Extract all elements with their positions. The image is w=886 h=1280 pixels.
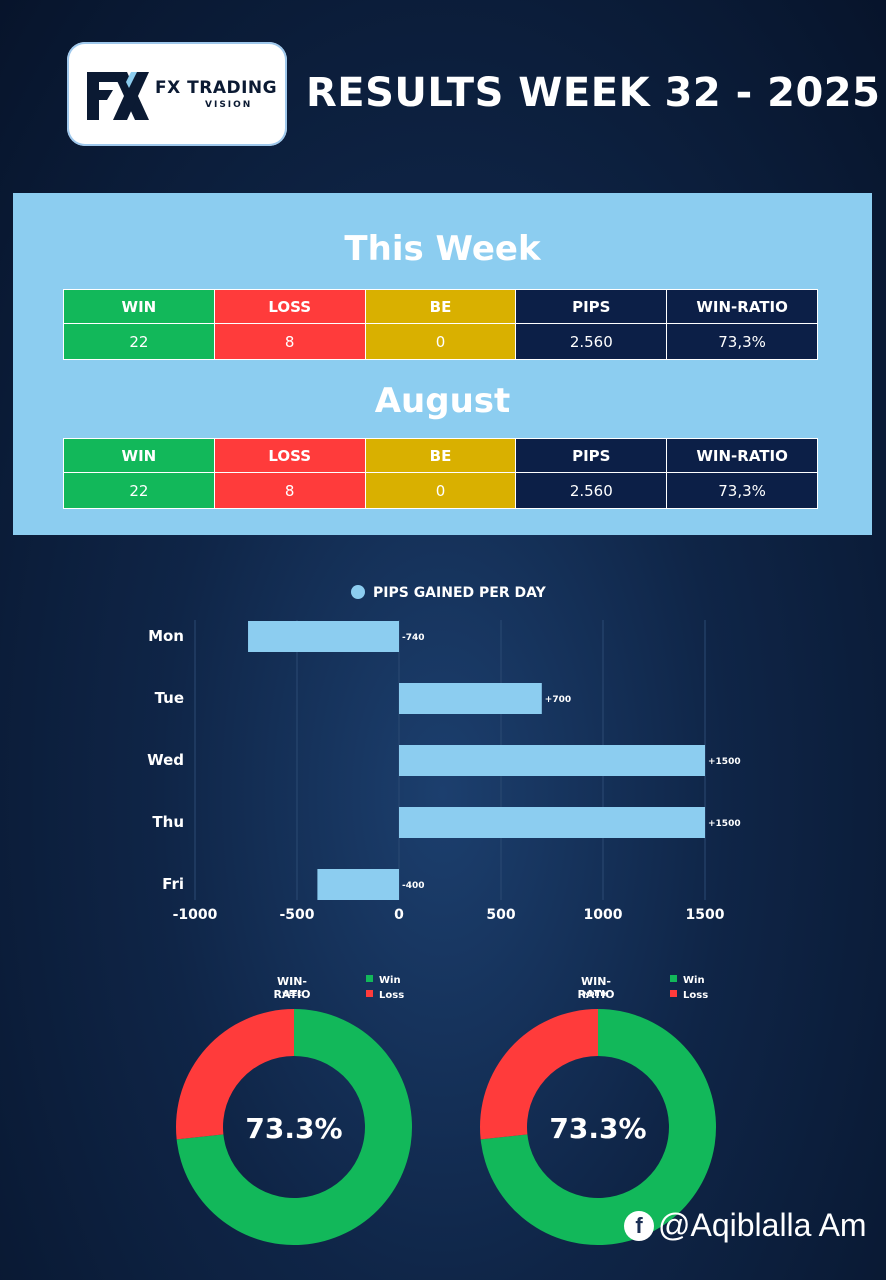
logo-text: FX TRADING [155,78,278,98]
loss-value: 8 [213,323,366,360]
pips-value: 2.560 [515,323,668,360]
win-ratio-value: 73,3% [666,323,818,360]
pips-header: PIPS [515,438,668,473]
data-label: +700 [545,695,571,705]
table-header-row: WIN LOSS BE PIPS WIN-RATIO [63,289,818,324]
category-label: Thu [152,813,184,831]
donut-subtitle: WEEK [282,991,302,998]
category-label: Wed [147,751,184,769]
table-row: 22 8 0 2.560 73,3% [63,472,818,509]
brand-logo: FX TRADING VISION [67,42,287,146]
legend-label: Loss [683,990,709,1001]
be-header: BE [364,289,517,324]
win-ratio-header: WIN-RATIO [666,289,818,324]
legend-swatch [366,975,373,982]
win-header: WIN [63,438,215,473]
table-header-row: WIN LOSS BE PIPS WIN-RATIO [63,438,818,473]
legend-marker [351,585,365,599]
pips-per-day-chart: PIPS GAINED PER DAY -1000 -500 0 500 1000 1500… [147,585,741,923]
loss-value: 8 [213,472,366,509]
x-tick-label: 0 [394,907,404,923]
donut-slice-loss [480,1009,598,1140]
legend-label: Win [379,975,401,986]
data-label: -740 [402,633,425,643]
bar-thu [399,807,705,838]
data-label: +1500 [708,819,741,829]
donut-title: WIN-RATIO [273,975,311,1001]
pips-header: PIPS [515,289,668,324]
legend-swatch [670,990,677,997]
be-header: BE [364,438,517,473]
category-label: Mon [148,627,184,645]
data-label: +1500 [708,757,741,767]
category-label: Tue [155,689,184,707]
x-tick-label: -1000 [173,907,218,923]
facebook-icon: f [624,1211,654,1241]
x-tick-label: -500 [279,907,314,923]
stats-panel: This Week WIN LOSS BE PIPS WIN-RATIO 22 … [13,193,872,535]
win-value: 22 [63,323,215,360]
legend-label: Loss [379,990,405,1001]
legend-label: PIPS GAINED PER DAY [373,585,547,601]
legend-swatch [366,990,373,997]
legend-swatch [670,975,677,982]
donut-slice-win [480,1009,716,1245]
legend-item-loss: Loss [670,990,708,1001]
win-header: WIN [63,289,215,324]
donut-subtitle: MONTH [583,991,609,998]
data-label: -400 [402,881,425,891]
loss-header: LOSS [213,438,366,473]
month-stats-table: WIN LOSS BE PIPS WIN-RATIO 22 8 0 2.560 … [63,438,818,509]
loss-header: LOSS [213,289,366,324]
donut-title: WIN-RATIO [577,975,615,1001]
x-tick-label: 1500 [686,907,725,923]
x-tick-label: 1000 [584,907,623,923]
pips-value: 2.560 [515,472,668,509]
bar-fri [317,869,399,900]
legend-item-loss: Loss [366,990,404,1001]
watermark-text: @Aqiblalla Am [658,1207,867,1243]
bar-tue [399,683,542,714]
week-stats-table: WIN LOSS BE PIPS WIN-RATIO 22 8 0 2.560 … [63,289,818,360]
donut-center-value: 73.3% [245,1112,343,1145]
donut-chart [480,1009,716,1245]
win-ratio-week-donut: WIN-RATIO WEEK Win Loss 73.3% [176,965,436,1255]
win-ratio-value: 73,3% [666,472,818,509]
x-tick-label: 500 [486,907,515,923]
be-value: 0 [364,472,517,509]
win-ratio-header: WIN-RATIO [666,438,818,473]
win-ratio-month-donut: WIN-RATIO MONTH Win Loss 73.3% [480,965,740,1255]
legend-label: Win [683,975,705,986]
category-label: Fri [162,875,184,893]
donut-center-value: 73.3% [549,1112,647,1145]
fx-logo-icon [87,72,149,120]
win-value: 22 [63,472,215,509]
watermark: f @Aqiblalla Am [624,1207,867,1244]
logo-subtext: VISION [205,100,253,110]
bar-wed [399,745,705,776]
table-row: 22 8 0 2.560 73,3% [63,323,818,360]
month-section-title: August [374,381,511,421]
be-value: 0 [364,323,517,360]
week-section-title: This Week [344,229,541,269]
bar-mon [248,621,399,652]
page-title: RESULTS WEEK 32 - 2025 [306,70,881,116]
donut-chart [176,1009,412,1245]
legend-item-win: Win [366,975,401,986]
legend-item-win: Win [670,975,705,986]
donut-slice-win [176,1009,412,1245]
donut-slice-loss [176,1009,294,1140]
